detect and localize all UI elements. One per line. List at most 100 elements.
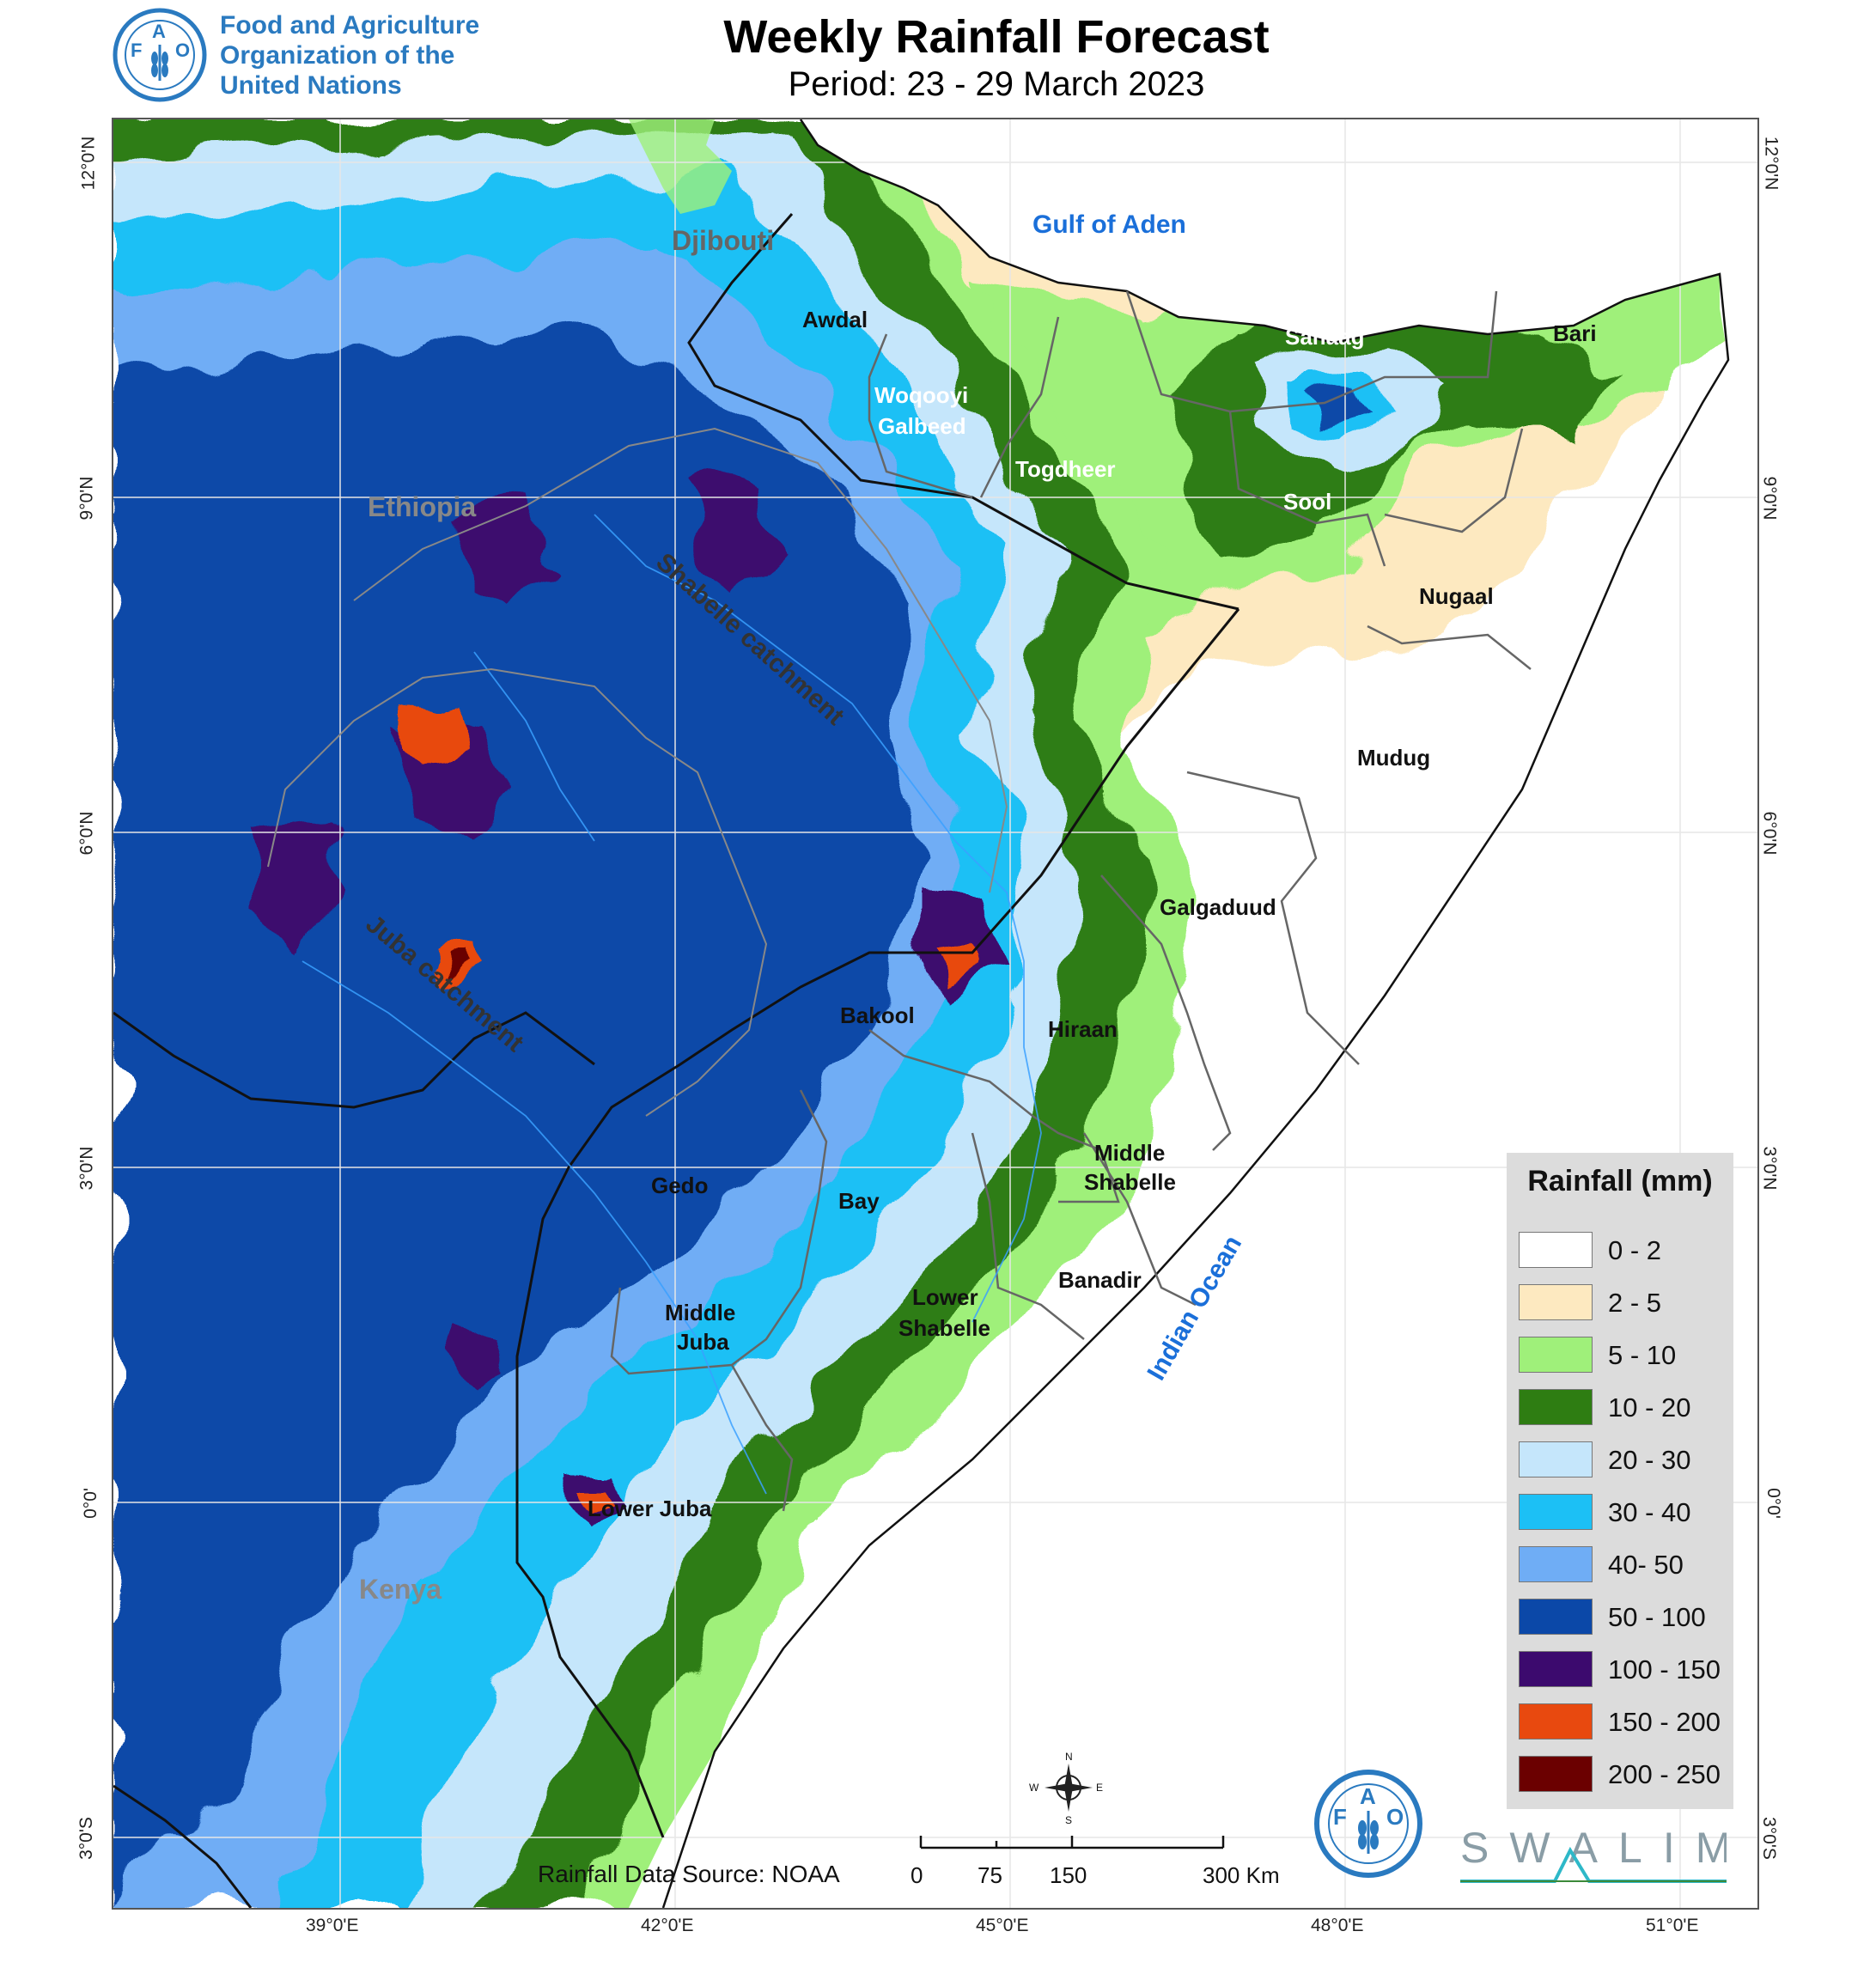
legend-label: 2 - 5	[1608, 1288, 1662, 1318]
label-banadir: Banadir	[1058, 1267, 1142, 1293]
scale-label: 300 Km	[1203, 1862, 1280, 1888]
label-gulf-of-aden: Gulf of Aden	[1032, 210, 1186, 239]
label-galbeed: Galbeed	[878, 413, 966, 439]
lat-tick-label: 0°0'	[1763, 1488, 1783, 1519]
legend-swatch	[1519, 1494, 1593, 1530]
legend-label: 100 - 150	[1608, 1654, 1721, 1685]
lat-tick-label: 3°0'N	[76, 1146, 97, 1191]
legend-swatch	[1519, 1756, 1593, 1792]
legend-item: 200 - 250	[1519, 1756, 1725, 1794]
legend-item: 150 - 200	[1519, 1703, 1725, 1741]
label-kenya: Kenya	[359, 1574, 442, 1605]
legend-item: 40- 50	[1519, 1546, 1725, 1584]
fao-name: Food and Agriculture Organization of the…	[220, 10, 479, 101]
label-hiraan: Hiraan	[1048, 1016, 1118, 1042]
map-subtitle: Period: 23 - 29 March 2023	[788, 65, 1205, 103]
legend-swatch	[1519, 1546, 1593, 1582]
legend-swatch	[1519, 1703, 1593, 1740]
legend-item: 100 - 150	[1519, 1651, 1725, 1689]
legend-swatch	[1519, 1232, 1593, 1268]
svg-text:N: N	[1065, 1751, 1073, 1763]
svg-text:O: O	[1386, 1804, 1404, 1830]
lat-tick-label: 9°0'N	[1759, 476, 1780, 521]
legend-swatch	[1519, 1337, 1593, 1373]
scale-label: 150	[1050, 1862, 1087, 1888]
label-middle-juba-1: Middle	[665, 1300, 735, 1325]
legend-title: Rainfall (mm)	[1527, 1165, 1713, 1197]
legend-item: 10 - 20	[1519, 1389, 1725, 1427]
legend-label: 40- 50	[1608, 1550, 1684, 1580]
svg-text:F: F	[131, 40, 142, 61]
label-ethiopia: Ethiopia	[368, 491, 476, 522]
lat-tick-label: 0°0'	[80, 1488, 100, 1519]
legend-label: 0 - 2	[1608, 1235, 1662, 1265]
lon-tick-label: 42°0'E	[641, 1916, 694, 1935]
rainfall-legend: Rainfall (mm) 0 - 2 2 - 5 5 - 10 10 - 20 20 …	[1507, 1153, 1733, 1809]
compass-rose-icon: N S E W	[1029, 1751, 1103, 1826]
label-middle-juba-2: Juba	[677, 1329, 729, 1355]
svg-text:SWALIM: SWALIM	[1460, 1824, 1727, 1872]
lat-tick-label: 3°0'N	[1759, 1146, 1780, 1191]
label-bari: Bari	[1553, 320, 1597, 346]
lat-tick-label: 12°0'N	[1761, 136, 1782, 191]
svg-text:W: W	[1029, 1782, 1039, 1794]
legend-swatch	[1519, 1651, 1593, 1687]
legend-item: 30 - 40	[1519, 1494, 1725, 1532]
scale-bar	[919, 1836, 1225, 1849]
legend-label: 30 - 40	[1608, 1497, 1691, 1527]
svg-text:S: S	[1065, 1814, 1072, 1826]
svg-text:F: F	[1333, 1804, 1347, 1830]
label-sool: Sool	[1283, 489, 1331, 515]
svg-text:A: A	[152, 21, 166, 42]
svg-text:O: O	[175, 40, 190, 61]
swalim-logo: SWALIM	[1460, 1824, 1727, 1883]
lon-tick-label: 45°0'E	[976, 1916, 1029, 1935]
label-togdheer: Togdheer	[1015, 456, 1116, 482]
rainfall-map-canvas: Djibouti Ethiopia Kenya Gulf of Aden Ind…	[113, 119, 1757, 1908]
legend-item: 2 - 5	[1519, 1284, 1725, 1322]
legend-label: 150 - 200	[1608, 1707, 1721, 1737]
label-mudug: Mudug	[1357, 745, 1430, 771]
label-djibouti: Djibouti	[672, 225, 774, 256]
label-lower-shabelle-2: Shabelle	[898, 1315, 990, 1341]
legend-label: 5 - 10	[1608, 1340, 1677, 1370]
legend-swatch	[1519, 1389, 1593, 1425]
legend-item: 50 - 100	[1519, 1599, 1725, 1636]
label-bay: Bay	[838, 1188, 880, 1214]
fao-name-line: Organization of the	[220, 41, 455, 70]
lon-tick-label: 48°0'E	[1311, 1916, 1364, 1935]
fao-name-line: Food and Agriculture	[220, 11, 480, 40]
svg-text:A: A	[1360, 1783, 1376, 1809]
legend-swatch	[1519, 1599, 1593, 1635]
legend-label: 200 - 250	[1608, 1759, 1721, 1789]
svg-text:E: E	[1096, 1782, 1103, 1794]
legend-label: 10 - 20	[1608, 1392, 1691, 1423]
label-middle-shabelle-1: Middle	[1094, 1140, 1165, 1166]
label-gedo: Gedo	[651, 1173, 708, 1198]
label-nugaal: Nugaal	[1419, 583, 1494, 609]
lat-tick-label: 3°0'S	[76, 1817, 96, 1860]
label-bakool: Bakool	[840, 1002, 915, 1028]
legend-item: 20 - 30	[1519, 1441, 1725, 1479]
scale-label: 75	[978, 1862, 1002, 1888]
lon-tick-label: 51°0'E	[1646, 1916, 1699, 1935]
lat-tick-label: 3°0'S	[1758, 1817, 1779, 1860]
legend-label: 20 - 30	[1608, 1445, 1691, 1475]
legend-item: 0 - 2	[1519, 1232, 1725, 1270]
scale-label: 0	[911, 1862, 923, 1888]
label-sanaag: Sanaag	[1285, 324, 1365, 350]
legend-label: 50 - 100	[1608, 1602, 1706, 1632]
legend-swatch	[1519, 1284, 1593, 1320]
lat-tick-label: 6°0'N	[76, 811, 97, 856]
fao-logo: F A O	[113, 8, 207, 102]
fao-logo-bottom: F A O	[1314, 1770, 1422, 1878]
lat-tick-label: 6°0'N	[1759, 811, 1780, 856]
label-awdal: Awdal	[802, 307, 868, 332]
fao-name-line: United Nations	[220, 71, 402, 100]
legend-swatch	[1519, 1441, 1593, 1478]
label-lower-shabelle-1: Lower	[912, 1284, 978, 1310]
lon-tick-label: 39°0'E	[306, 1916, 359, 1935]
label-lower-juba: Lower Juba	[588, 1496, 712, 1521]
data-source-note: Rainfall Data Source: NOAA	[538, 1861, 840, 1887]
lat-tick-label: 9°0'N	[76, 476, 97, 521]
